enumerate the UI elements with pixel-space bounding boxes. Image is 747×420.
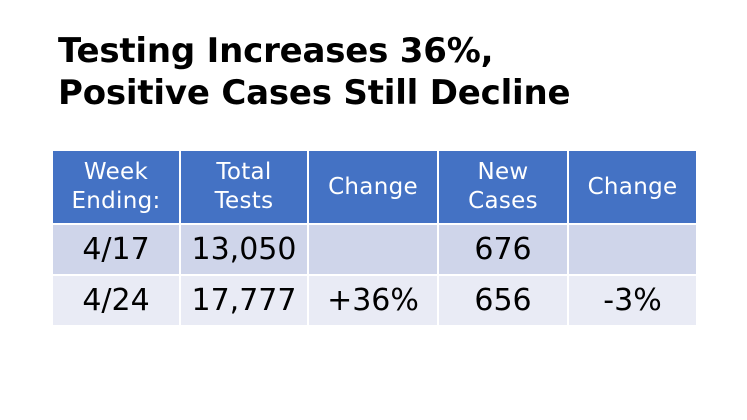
header-cases-change: Change bbox=[567, 149, 698, 225]
slide-title-line-2: Positive Cases Still Decline bbox=[58, 73, 571, 113]
testing-table: Week Ending: Total Tests Change New Case… bbox=[51, 149, 698, 327]
table-row: 4/24 17,777 +36% 656 -3% bbox=[51, 274, 698, 327]
cell-cases-change: -3% bbox=[567, 274, 698, 327]
slide-title-line-1: Testing Increases 36%, bbox=[58, 31, 494, 71]
header-week-ending: Week Ending: bbox=[51, 149, 181, 225]
cell-tests-change bbox=[307, 223, 439, 276]
cell-week: 4/24 bbox=[51, 274, 181, 327]
slide-title: Testing Increases 36%, Positive Cases St… bbox=[58, 30, 718, 114]
cell-new-cases: 676 bbox=[437, 223, 569, 276]
header-total-tests: Total Tests bbox=[179, 149, 309, 225]
cell-total-tests: 17,777 bbox=[179, 274, 309, 327]
header-tests-change: Change bbox=[307, 149, 439, 225]
table-row: 4/17 13,050 676 bbox=[51, 223, 698, 276]
cell-new-cases: 656 bbox=[437, 274, 569, 327]
cell-tests-change: +36% bbox=[307, 274, 439, 327]
cell-total-tests: 13,050 bbox=[179, 223, 309, 276]
table-header-row: Week Ending: Total Tests Change New Case… bbox=[51, 149, 698, 225]
header-new-cases: New Cases bbox=[437, 149, 569, 225]
cell-week: 4/17 bbox=[51, 223, 181, 276]
cell-cases-change bbox=[567, 223, 698, 276]
